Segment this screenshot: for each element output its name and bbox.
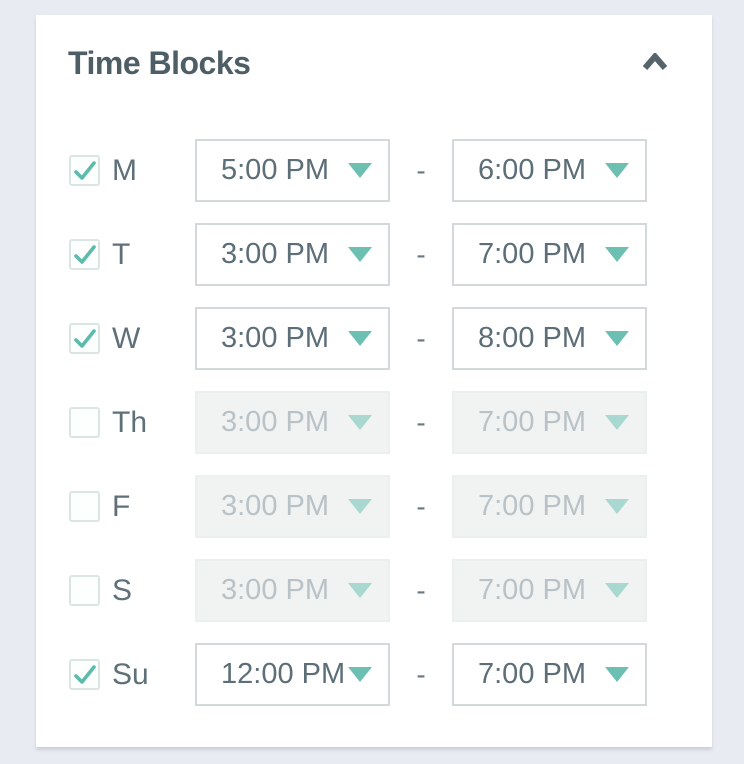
chevron-down-icon [605,331,629,346]
start-time-select[interactable]: 5:00 PM [195,139,390,202]
check-icon [71,325,98,352]
end-time-select[interactable]: 7:00 PM [452,475,647,538]
time-block-row: M 5:00 PM - 6:00 PM [69,139,712,202]
start-time-select[interactable]: 3:00 PM [195,223,390,286]
range-separator: - [416,238,426,270]
range-separator: - [416,406,426,438]
start-time-value: 12:00 PM [221,658,346,690]
chevron-down-icon [348,163,372,178]
end-time-select[interactable]: 8:00 PM [452,307,647,370]
chevron-down-icon [605,499,629,514]
chevron-down-icon [348,247,372,262]
end-time-select[interactable]: 7:00 PM [452,643,647,706]
time-block-row: Th 3:00 PM - 7:00 PM [69,391,712,454]
panel-title: Time Blocks [68,45,251,81]
range-separator: - [416,658,426,690]
day-checkbox[interactable] [69,323,100,354]
time-block-row: T 3:00 PM - 7:00 PM [69,223,712,286]
chevron-down-icon [605,247,629,262]
end-time-select[interactable]: 7:00 PM [452,391,647,454]
end-time-select[interactable]: 7:00 PM [452,559,647,622]
time-block-row: W 3:00 PM - 8:00 PM [69,307,712,370]
check-icon [71,661,98,688]
day-label: W [112,321,141,355]
chevron-down-icon [348,667,372,682]
time-block-row: F 3:00 PM - 7:00 PM [69,475,712,538]
time-blocks-list: M 5:00 PM - 6:00 PM T 3:00 PM - 7:00 PM [36,139,712,706]
check-icon [71,241,98,268]
end-time-value: 7:00 PM [478,574,586,606]
chevron-down-icon [605,667,629,682]
day-checkbox[interactable] [69,407,100,438]
day-checkbox[interactable] [69,491,100,522]
chevron-down-icon [605,415,629,430]
day-checkbox[interactable] [69,575,100,606]
start-time-value: 3:00 PM [221,238,329,270]
start-time-select[interactable]: 3:00 PM [195,475,390,538]
end-time-select[interactable]: 7:00 PM [452,223,647,286]
chevron-down-icon [605,163,629,178]
chevron-down-icon [348,415,372,430]
chevron-down-icon [348,499,372,514]
day-label: M [112,153,137,187]
start-time-select[interactable]: 3:00 PM [195,391,390,454]
check-icon [71,157,98,184]
day-checkbox[interactable] [69,155,100,186]
start-time-value: 3:00 PM [221,406,329,438]
range-separator: - [416,574,426,606]
day-label: T [112,237,131,271]
day-label: Th [112,405,148,439]
end-time-value: 8:00 PM [478,322,586,354]
range-separator: - [416,322,426,354]
range-separator: - [416,154,426,186]
day-label: S [112,573,133,607]
start-time-value: 3:00 PM [221,322,329,354]
end-time-value: 7:00 PM [478,658,586,690]
time-block-row: S 3:00 PM - 7:00 PM [69,559,712,622]
end-time-value: 7:00 PM [478,490,586,522]
start-time-value: 5:00 PM [221,154,329,186]
start-time-select[interactable]: 3:00 PM [195,559,390,622]
collapse-panel-button[interactable] [642,51,668,73]
end-time-value: 7:00 PM [478,406,586,438]
chevron-down-icon [348,583,372,598]
time-block-row: Su 12:00 PM - 7:00 PM [69,643,712,706]
start-time-select[interactable]: 12:00 PM [195,643,390,706]
end-time-value: 7:00 PM [478,238,586,270]
start-time-value: 3:00 PM [221,490,329,522]
end-time-value: 6:00 PM [478,154,586,186]
panel-header: Time Blocks [36,15,712,81]
day-checkbox[interactable] [69,659,100,690]
range-separator: - [416,490,426,522]
chevron-down-icon [605,583,629,598]
chevron-up-icon [642,51,668,73]
time-blocks-panel: Time Blocks M 5:00 PM - 6:00 PM [36,15,712,747]
chevron-down-icon [348,331,372,346]
start-time-value: 3:00 PM [221,574,329,606]
day-label: F [112,489,131,523]
day-label: Su [112,657,149,691]
start-time-select[interactable]: 3:00 PM [195,307,390,370]
end-time-select[interactable]: 6:00 PM [452,139,647,202]
day-checkbox[interactable] [69,239,100,270]
